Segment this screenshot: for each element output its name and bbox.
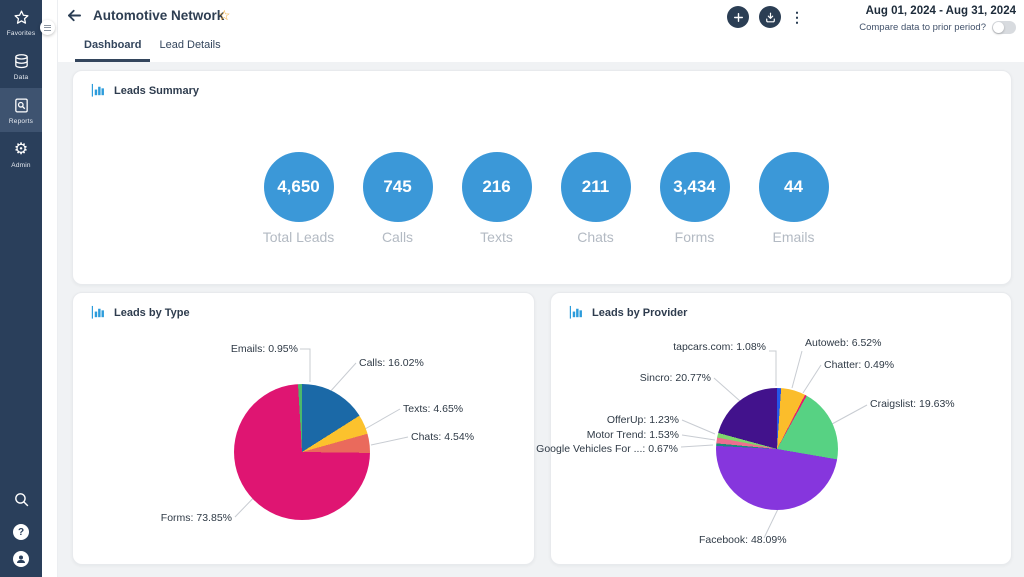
leads-summary-card: Leads Summary 4,650 Total Leads 745 Call… xyxy=(72,70,1012,285)
pie-label-emails: Emails: 0.95% xyxy=(230,343,298,355)
metric-total-leads: 4,650 Total Leads xyxy=(263,152,334,245)
bar-chart-icon xyxy=(91,305,104,319)
star-icon xyxy=(12,8,30,26)
metric-label: Total Leads xyxy=(262,229,335,245)
card-title: Leads by Type xyxy=(114,306,190,319)
hamburger-icon xyxy=(44,24,51,26)
leads-by-type-pie xyxy=(234,384,370,520)
card-title: Leads by Provider xyxy=(592,306,688,319)
pie-label-offerup: OfferUp: 1.23% xyxy=(606,414,679,426)
help-icon[interactable]: ? xyxy=(13,524,29,540)
metric-label: Chats xyxy=(577,229,614,245)
card-header: Leads by Provider xyxy=(569,305,687,320)
metric-label: Emails xyxy=(772,229,815,245)
pie-label-forms: Forms: 73.85% xyxy=(160,512,232,524)
pie-label-craigslist: Craigslist: 19.63% xyxy=(870,398,955,410)
sidebar-item-data[interactable]: Data xyxy=(0,44,42,88)
favorite-star-icon[interactable]: ☆ xyxy=(218,7,231,23)
collapsed-panel-rail xyxy=(42,0,58,577)
metric-chats: 211 Chats xyxy=(560,152,631,245)
pie-label-motor-trend: Motor Trend: 1.53% xyxy=(586,429,679,441)
metric-value: 216 xyxy=(482,177,511,196)
sidebar-item-label: Admin xyxy=(11,162,31,169)
search-icon[interactable] xyxy=(13,491,30,513)
pie-label-texts: Texts: 4.65% xyxy=(403,403,464,415)
database-icon xyxy=(12,52,30,70)
kebab-menu-icon[interactable]: ⋮ xyxy=(789,6,805,28)
compare-label: Compare data to prior period? xyxy=(859,22,986,33)
leads-by-provider-card: Leads by Provider tapcars.com: 1.08% Aut… xyxy=(536,292,1012,565)
sidebar: Favorites Data Reports ⚙ Admin ? xyxy=(0,0,42,577)
pie-label-google-vehicles: Google Vehicles For ...: 0.67% xyxy=(536,443,678,455)
metric-label: Texts xyxy=(480,229,513,245)
card-title: Leads Summary xyxy=(114,84,199,97)
metric-label: Calls xyxy=(381,229,414,245)
sidebar-bottom: ? xyxy=(0,491,42,577)
metric-forms: 3,434 Forms xyxy=(659,152,730,245)
topbar: Automotive Network ☆ ⋮ Aug 01, 2024 - Au… xyxy=(58,0,1024,62)
metric-calls: 745 Calls xyxy=(362,152,433,245)
tab-lead-details[interactable]: Lead Details xyxy=(159,39,221,51)
pie-label-sincro: Sincro: 20.77% xyxy=(639,372,711,384)
date-range-picker[interactable]: Aug 01, 2024 - Aug 31, 2024 xyxy=(865,5,1016,17)
gear-icon: ⚙ xyxy=(13,141,29,158)
compare-toggle[interactable] xyxy=(992,21,1016,34)
pie-label-chats: Chats: 4.54% xyxy=(411,431,475,443)
metric-label: Forms xyxy=(674,229,715,245)
pie-label-calls: Calls: 16.02% xyxy=(359,357,424,369)
sidebar-item-admin[interactable]: ⚙ Admin xyxy=(0,132,42,176)
pie-label-facebook: Facebook: 48.09% xyxy=(699,534,787,546)
back-arrow-icon[interactable] xyxy=(62,5,86,29)
metric-value: 3,434 xyxy=(673,177,716,196)
bar-chart-icon xyxy=(91,83,104,97)
card-header: Leads Summary xyxy=(91,83,199,98)
profile-icon[interactable] xyxy=(13,551,29,567)
leads-by-provider-pie xyxy=(716,388,838,510)
bar-chart-icon xyxy=(569,305,582,319)
tab-dashboard[interactable]: Dashboard xyxy=(75,34,151,62)
download-button[interactable] xyxy=(759,6,781,28)
page-title: Automotive Network xyxy=(93,8,225,23)
report-search-icon xyxy=(12,96,30,114)
card-header: Leads by Type xyxy=(91,305,190,320)
metric-emails: 44 Emails xyxy=(758,152,829,245)
metric-texts: 216 Texts xyxy=(461,152,532,245)
sidebar-item-reports[interactable]: Reports xyxy=(0,88,42,132)
sidebar-collapse-button[interactable] xyxy=(40,20,55,35)
leads-by-type-card: Leads by Type Emails: 0.95% Calls: 16.02… xyxy=(72,292,535,565)
sidebar-item-label: Data xyxy=(13,74,29,81)
add-button[interactable] xyxy=(727,6,749,28)
metric-value: 211 xyxy=(581,177,610,196)
metric-value: 4,650 xyxy=(277,177,320,196)
compare-row: Compare data to prior period? xyxy=(859,21,1016,34)
sidebar-item-label: Favorites xyxy=(6,30,36,37)
sidebar-item-favorites[interactable]: Favorites xyxy=(0,0,42,44)
pie-label-tapcars: tapcars.com: 1.08% xyxy=(673,341,766,353)
sidebar-item-label: Reports xyxy=(8,118,34,125)
pie-label-chatter: Chatter: 0.49% xyxy=(824,359,895,371)
pie-label-autoweb: Autoweb: 6.52% xyxy=(805,337,882,349)
metric-value: 745 xyxy=(383,177,412,196)
tab-bar: Dashboard Lead Details xyxy=(75,34,230,62)
metric-value: 44 xyxy=(784,177,803,196)
metrics-row: 4,650 Total Leads 745 Calls 216 Texts 21… xyxy=(263,152,829,245)
